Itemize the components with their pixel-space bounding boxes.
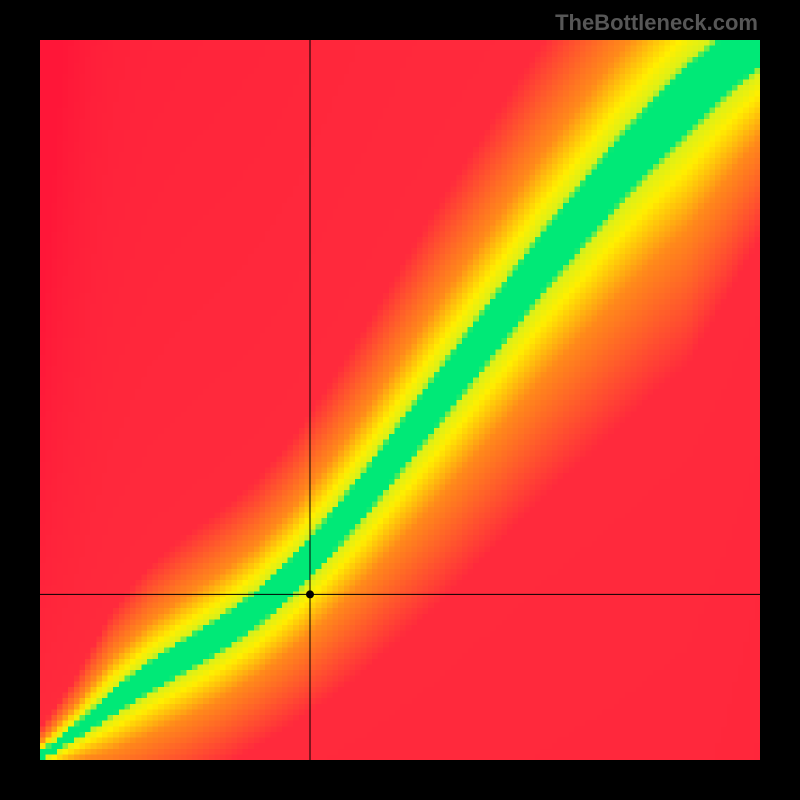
bottleneck-heatmap (40, 40, 760, 760)
watermark-text: TheBottleneck.com (555, 10, 758, 36)
chart-container: TheBottleneck.com (0, 0, 800, 800)
plot-area (40, 40, 760, 760)
